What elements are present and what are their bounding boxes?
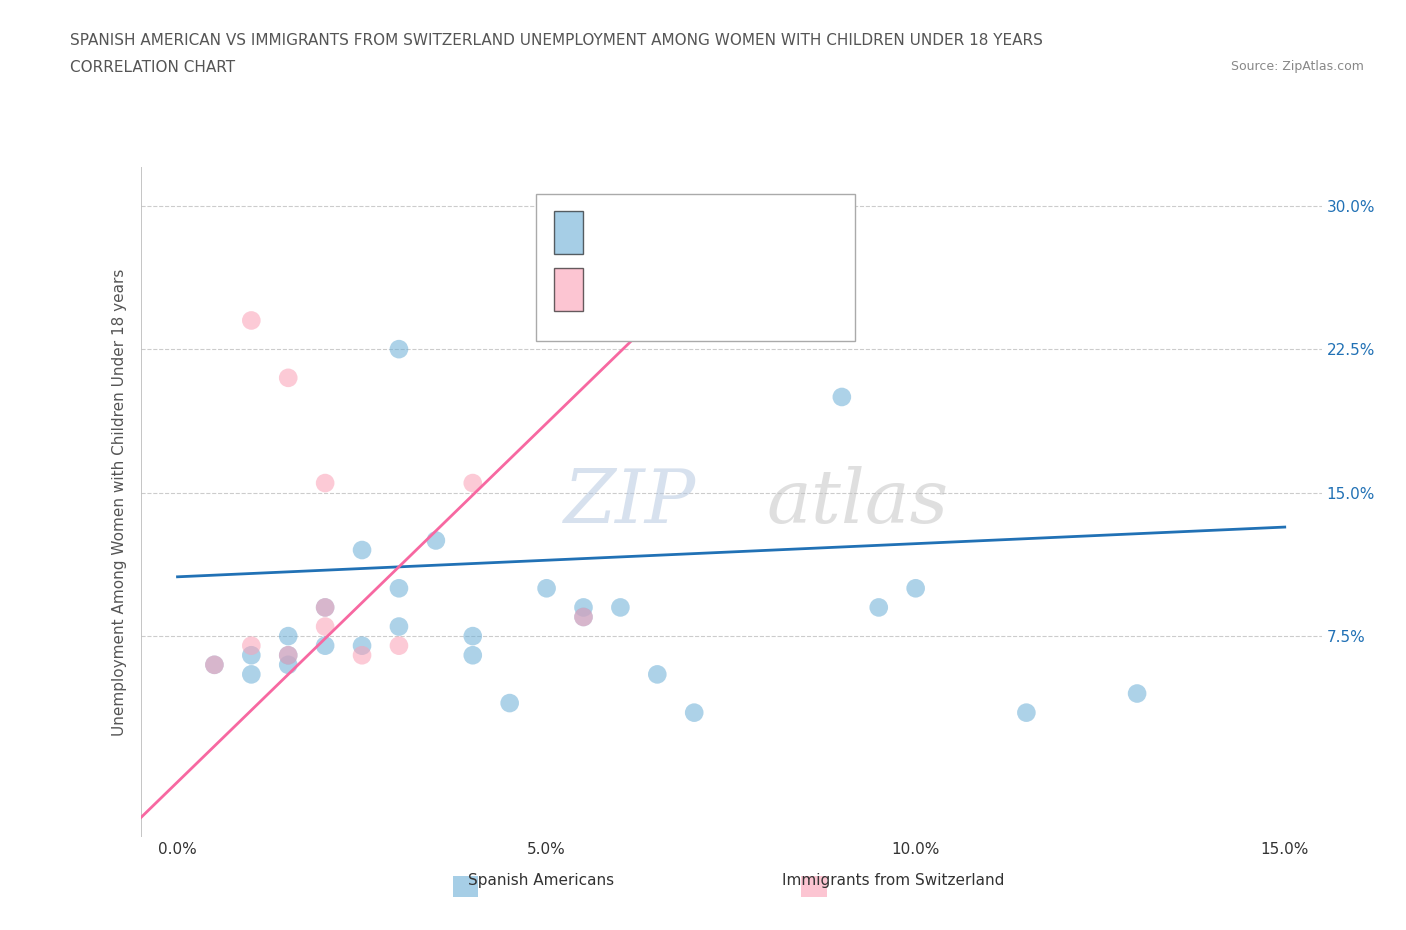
Point bbox=[388, 619, 411, 634]
Text: Spanish Americans: Spanish Americans bbox=[468, 873, 614, 888]
Point bbox=[461, 648, 484, 663]
Point bbox=[202, 658, 225, 672]
FancyBboxPatch shape bbox=[554, 211, 583, 255]
Point bbox=[461, 475, 484, 490]
Text: R = 0.081: R = 0.081 bbox=[598, 224, 688, 242]
Y-axis label: Unemployment Among Women with Children Under 18 years: Unemployment Among Women with Children U… bbox=[111, 269, 127, 736]
Text: atlas: atlas bbox=[766, 466, 949, 538]
Point bbox=[388, 581, 411, 596]
FancyBboxPatch shape bbox=[536, 194, 855, 341]
Point bbox=[314, 475, 336, 490]
Point bbox=[609, 600, 631, 615]
Point bbox=[277, 648, 299, 663]
Point bbox=[240, 667, 263, 682]
Text: N = 28: N = 28 bbox=[742, 224, 806, 242]
Point bbox=[425, 533, 447, 548]
Text: ZIP: ZIP bbox=[564, 466, 696, 538]
Point bbox=[868, 600, 890, 615]
Point bbox=[647, 667, 669, 682]
Point bbox=[536, 581, 558, 596]
Point bbox=[277, 370, 299, 385]
Text: Source: ZipAtlas.com: Source: ZipAtlas.com bbox=[1230, 60, 1364, 73]
Point bbox=[1126, 686, 1149, 701]
Text: N = 12: N = 12 bbox=[742, 280, 806, 299]
Text: R = 0.790: R = 0.790 bbox=[598, 280, 689, 299]
Point bbox=[498, 696, 520, 711]
Point bbox=[461, 629, 484, 644]
Point bbox=[388, 638, 411, 653]
Point bbox=[572, 600, 595, 615]
Text: CORRELATION CHART: CORRELATION CHART bbox=[70, 60, 235, 75]
Point bbox=[314, 638, 336, 653]
Point bbox=[352, 638, 374, 653]
Point bbox=[572, 609, 595, 624]
Point bbox=[314, 600, 336, 615]
Text: SPANISH AMERICAN VS IMMIGRANTS FROM SWITZERLAND UNEMPLOYMENT AMONG WOMEN WITH CH: SPANISH AMERICAN VS IMMIGRANTS FROM SWIT… bbox=[70, 33, 1043, 47]
Point bbox=[572, 609, 595, 624]
FancyBboxPatch shape bbox=[554, 268, 583, 312]
Point bbox=[277, 629, 299, 644]
Point bbox=[202, 658, 225, 672]
Point bbox=[277, 658, 299, 672]
Point bbox=[1015, 705, 1038, 720]
Point bbox=[904, 581, 927, 596]
Point bbox=[314, 619, 336, 634]
Text: Immigrants from Switzerland: Immigrants from Switzerland bbox=[782, 873, 1004, 888]
Point bbox=[240, 313, 263, 328]
Point bbox=[352, 648, 374, 663]
Point bbox=[240, 648, 263, 663]
Point bbox=[683, 705, 706, 720]
Point bbox=[831, 390, 853, 405]
Point bbox=[352, 542, 374, 557]
Point bbox=[314, 600, 336, 615]
Point bbox=[277, 648, 299, 663]
Point bbox=[240, 638, 263, 653]
Point bbox=[388, 341, 411, 356]
